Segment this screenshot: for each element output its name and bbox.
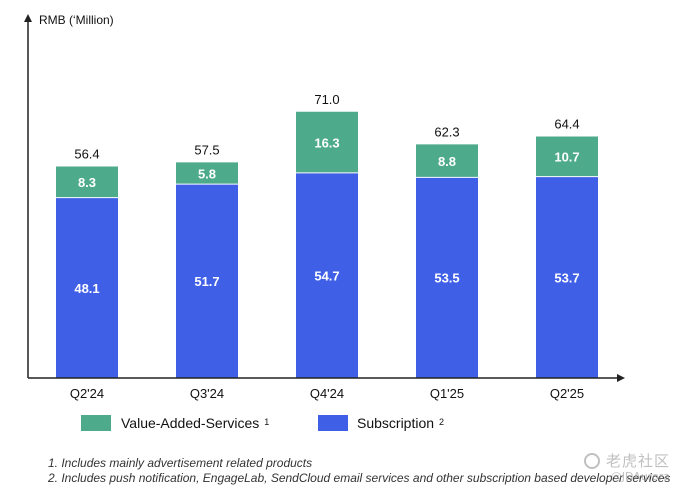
footnote-2: 2. Includes push notification, EngageLab…	[48, 471, 671, 485]
watermark: 老虎社区	[583, 450, 670, 471]
bar-value-added-services	[416, 144, 478, 178]
bar-value-added-services	[56, 166, 118, 198]
y-axis-arrow-icon	[24, 14, 32, 22]
axes-group: RMB (‘Million)	[24, 13, 625, 382]
data-label-value-added-services: 5.8	[198, 166, 216, 181]
watermark-site: 老虎社区	[605, 452, 670, 470]
data-label-value-added-services: 16.3	[314, 135, 339, 150]
y-axis-label: RMB (‘Million)	[39, 13, 114, 27]
watermark-user: @JDAurora	[610, 470, 670, 483]
x-tick-label: Q4'24	[310, 386, 344, 401]
footnotes: 1. Includes mainly advertisement related…	[48, 456, 678, 486]
bar-subscription	[296, 172, 358, 378]
total-label: 56.4	[74, 147, 99, 162]
x-tick-label: Q2'25	[550, 386, 584, 401]
footnote-1: 1. Includes mainly advertisement related…	[48, 456, 313, 470]
x-tick-label: Q2'24	[70, 386, 104, 401]
x-axis-arrow-icon	[617, 374, 625, 382]
total-label: 71.0	[314, 92, 339, 107]
data-label-value-added-services: 8.8	[438, 154, 456, 169]
legend-item-value-added-services-swatch	[81, 415, 111, 431]
total-label: 64.4	[554, 117, 579, 132]
legend-item-subscription-footnote-marker: 2	[439, 417, 444, 427]
legend-item-value-added-services-footnote-marker: 1	[264, 417, 269, 427]
bar-subscription	[176, 184, 238, 378]
legend-item-subscription-label: Subscription 2	[357, 415, 444, 431]
x-tick-label: Q1'25	[430, 386, 464, 401]
data-label-value-added-services: 10.7	[554, 150, 579, 165]
legend-item-subscription-swatch	[318, 415, 348, 431]
watermark-logo-icon	[583, 452, 600, 469]
labels-group: 48.1 8.3 56.4 Q2'24 51.7 5.8 57.5 Q3'24 54.7 16.3…	[70, 92, 584, 401]
data-label-subscription: 51.7	[194, 274, 219, 289]
bar-subscription	[56, 197, 118, 378]
x-tick-label: Q3'24	[190, 386, 224, 401]
legend: Value-Added-Services 1 Subscription 2	[81, 415, 444, 431]
data-label-subscription: 53.5	[434, 271, 459, 286]
total-label: 57.5	[194, 142, 219, 157]
bars-group	[56, 111, 598, 378]
legend-item-value-added-services-label: Value-Added-Services 1	[121, 415, 269, 431]
total-label: 62.3	[434, 124, 459, 139]
data-label-subscription: 54.7	[314, 268, 339, 283]
bar-subscription	[536, 176, 598, 378]
data-label-subscription: 53.7	[554, 270, 579, 285]
bar-value-added-services	[536, 136, 598, 177]
bar-subscription	[416, 177, 478, 378]
bar-value-added-services	[296, 111, 358, 173]
data-label-subscription: 48.1	[74, 281, 99, 296]
bar-value-added-services	[176, 162, 238, 185]
data-label-value-added-services: 8.3	[78, 175, 96, 190]
